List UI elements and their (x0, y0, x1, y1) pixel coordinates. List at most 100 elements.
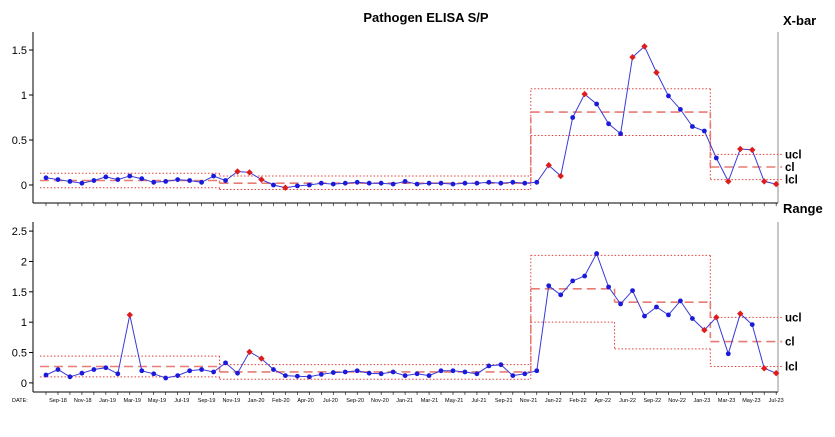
xbar-point-flagged (772, 180, 780, 188)
range-point (678, 298, 683, 304)
range-point (749, 322, 755, 328)
xbar-point (354, 179, 360, 185)
x-date-label: Sep-19 (198, 398, 216, 404)
xbar-point (474, 180, 480, 186)
xbar-point (103, 174, 109, 180)
range-point (666, 312, 671, 318)
range-panel-label: Range (783, 201, 823, 216)
range-lcl-label: lcl (785, 362, 798, 374)
x-date-label: Mar-23 (718, 398, 735, 404)
range-point (725, 351, 731, 357)
x-date-label: Feb-20 (272, 398, 289, 404)
range-point (43, 372, 49, 378)
range-point (486, 363, 492, 369)
xbar-point (330, 181, 336, 187)
xbar-point (223, 178, 228, 183)
range-point (450, 368, 456, 374)
range-point (306, 374, 312, 380)
range-point-flagged (246, 348, 253, 356)
range-point (175, 373, 181, 379)
x-date-label: Jul-23 (769, 398, 784, 404)
xbar-point (306, 182, 312, 188)
range-point (414, 371, 420, 377)
x-date-label: Jun-22 (619, 398, 636, 404)
range-point-flagged (772, 369, 780, 377)
xbar-point (366, 180, 372, 186)
range-point (91, 367, 97, 372)
range-point (199, 367, 205, 372)
xbar-point (438, 180, 444, 186)
range-point (366, 370, 372, 376)
xbar-point (450, 181, 456, 187)
range-point (330, 370, 336, 375)
range-point (318, 371, 324, 377)
range-point-flagged (713, 314, 720, 321)
x-date-label: Jul-19 (174, 398, 189, 404)
range-point (510, 373, 516, 379)
x-date-label: Mar-21 (421, 398, 438, 404)
x-date-label: Apr-22 (595, 398, 612, 404)
xbar-point (486, 179, 492, 185)
xbar-point (666, 93, 671, 99)
x-date-label: Jan-20 (248, 398, 265, 404)
xbar-point (618, 131, 623, 137)
range-point (534, 368, 540, 374)
xbar-point (713, 155, 719, 161)
x-date-label: Apr-20 (297, 398, 314, 404)
range-point (546, 283, 552, 289)
xbar-point (187, 178, 193, 183)
xbar-point (294, 183, 300, 189)
range-point (594, 251, 600, 256)
range-point (654, 304, 659, 310)
x-date-label: Nov-20 (371, 398, 389, 404)
range-point (163, 375, 169, 381)
xbar-point-flagged (581, 90, 588, 98)
x-date-label: Sep-20 (346, 398, 364, 404)
range-y-tick-label: 2.5 (12, 226, 27, 238)
range-point (378, 371, 384, 377)
xbar-point (570, 115, 576, 120)
range-point (223, 360, 228, 366)
xbar-point (43, 175, 49, 181)
xbar-lcl-label: lcl (785, 175, 798, 187)
x-date-label: Jul-21 (471, 398, 486, 404)
range-point (67, 374, 73, 380)
x-date-label: Jan-19 (99, 398, 116, 404)
range-y-tick-label: 1.5 (12, 287, 27, 299)
xbar-point-flagged (234, 168, 241, 175)
xbar-point (79, 180, 85, 186)
range-point (606, 284, 611, 290)
date-axis-label: DATE: (12, 398, 28, 404)
x-date-label: Nov-18 (74, 398, 92, 404)
range-point (55, 367, 61, 372)
xbar-point (606, 121, 611, 127)
xbar-point-flagged (641, 43, 648, 50)
range-point (271, 367, 276, 372)
xbar-point (390, 181, 396, 187)
xbar-point (91, 178, 97, 183)
range-y-tick-label: 0 (21, 378, 27, 390)
x-date-label: Sep-21 (495, 398, 513, 404)
range-point (342, 369, 348, 375)
xbar-point-flagged (282, 184, 289, 191)
range-point (139, 368, 145, 374)
xbar-panel-label: X-bar (783, 13, 816, 28)
range-point (390, 369, 396, 375)
x-date-label: Jan-22 (545, 398, 562, 404)
xbar-y-tick-label: 1 (21, 90, 27, 102)
xbar-ucl-label: ucl (785, 149, 802, 161)
xbar-point-flagged (246, 169, 253, 176)
x-date-label: Jul-20 (323, 398, 338, 404)
xbar-point (414, 181, 420, 187)
range-point (689, 316, 695, 321)
xbar-point-flagged (629, 54, 636, 61)
range-point (438, 368, 444, 374)
xbar-point (199, 179, 205, 185)
range-point (630, 288, 635, 294)
range-panel: 0 0.5 1 1.5 2 2.5 ucl cl lcl (12, 222, 802, 395)
xbar-point (402, 179, 408, 184)
x-date-label: Mar-19 (124, 398, 141, 404)
xbar-point-flagged (749, 146, 756, 154)
xbar-point-flagged (737, 145, 744, 153)
